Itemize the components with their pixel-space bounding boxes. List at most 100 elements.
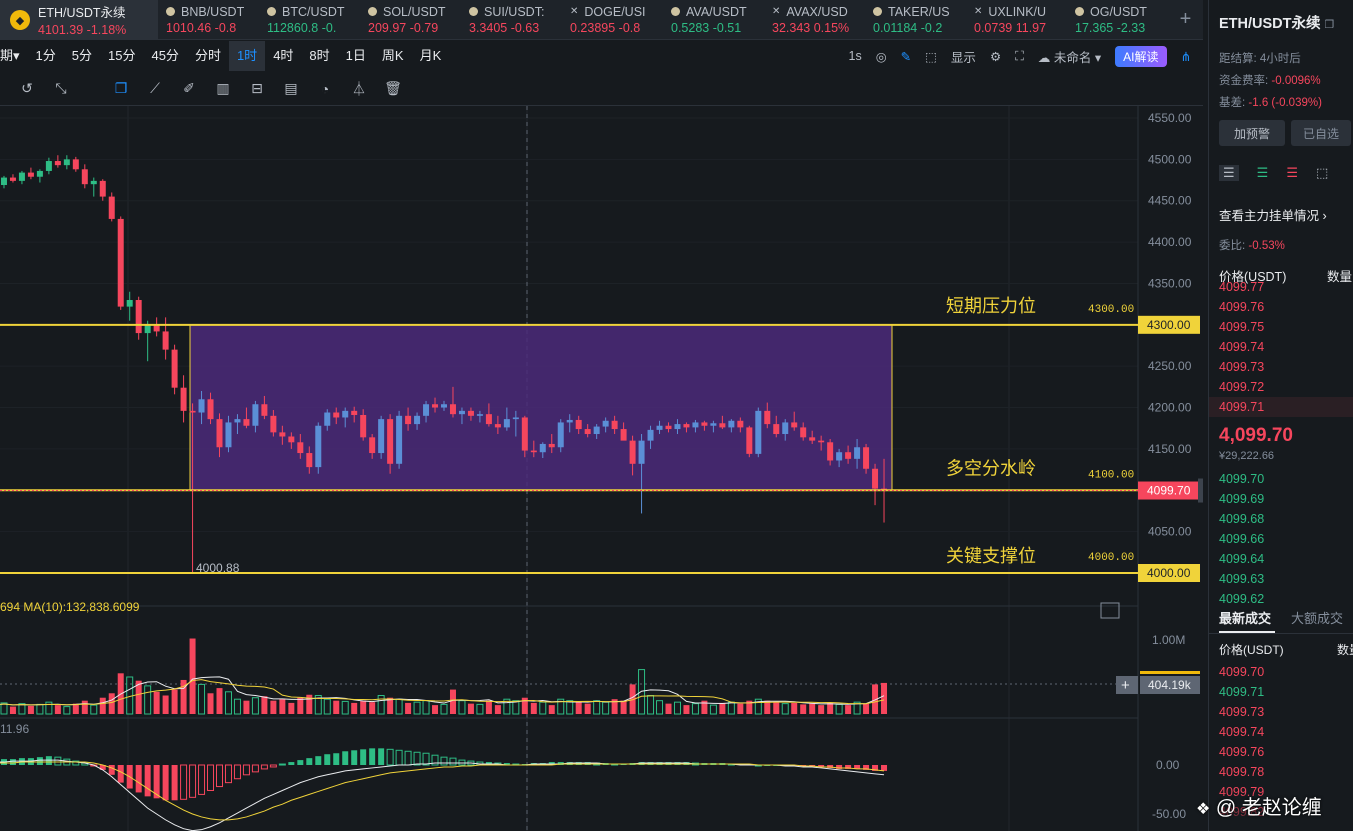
- note-icon[interactable]: ▤: [284, 80, 298, 96]
- timeframe-option[interactable]: 1时: [228, 41, 266, 71]
- filter-icon[interactable]: ⏃: [352, 80, 366, 97]
- bid-row[interactable]: 4099.69: [1219, 492, 1265, 506]
- volume-bar: [781, 703, 789, 715]
- ai-interpret-button[interactable]: AI解读: [1115, 45, 1167, 67]
- interval-selector[interactable]: 1s: [848, 49, 862, 63]
- axis-handle: [1198, 478, 1203, 503]
- cloud-layout-menu[interactable]: ☁ 未命名 ▾: [1037, 50, 1102, 65]
- timeframe-option[interactable]: 分时: [194, 48, 221, 63]
- timeframe-option[interactable]: 月K: [419, 48, 442, 63]
- bid-row[interactable]: 4099.63: [1219, 572, 1265, 586]
- ask-row[interactable]: 4099.75: [1219, 320, 1265, 334]
- pencil-icon[interactable]: ✎: [900, 49, 912, 64]
- trades-tabs: 最新成交 大额成交: [1209, 600, 1353, 634]
- watchlist-button[interactable]: 已自选: [1291, 120, 1351, 146]
- ticker-symbol: SOL/USDT: [383, 4, 446, 19]
- add-alert-button[interactable]: 加预警: [1219, 120, 1285, 146]
- orderbook-bids-icon[interactable]: ☰: [1256, 165, 1269, 180]
- lock-icon[interactable]: ⊟: [251, 80, 263, 96]
- eth-logo-icon: ◆: [10, 10, 30, 30]
- orderbook-settings-icon[interactable]: ⬚: [1315, 165, 1329, 180]
- volume-bar: [548, 705, 555, 714]
- ticker-tab[interactable]: ◆ ETH/USDT永续 4101.39 -1.18%: [0, 0, 158, 39]
- volume-bar: [593, 700, 601, 715]
- candle-body: [333, 412, 340, 418]
- bid-row[interactable]: 4099.64: [1219, 552, 1265, 566]
- volume-bar: [754, 698, 762, 715]
- orderbook-asks-icon[interactable]: ☰: [1286, 165, 1298, 180]
- volume-bar: [144, 685, 152, 715]
- ticker-tab[interactable]: ✕ AVAX/USD 32.343 0.15%: [764, 0, 865, 39]
- ask-row[interactable]: 4099.77: [1219, 280, 1265, 294]
- expand-icon[interactable]: ⬚: [925, 49, 937, 64]
- candle-tool-icon[interactable]: ▥: [216, 80, 230, 96]
- ticker-tab[interactable]: ✕ UXLINK/U 0.0739 11.97: [966, 0, 1067, 39]
- macd-bar: [180, 764, 188, 800]
- timeframe-option[interactable]: 5分: [71, 48, 92, 63]
- ratio-value: -0.53%: [1248, 240, 1285, 252]
- ticker-tab[interactable]: AVA/USDT 0.5283 -0.51: [663, 0, 764, 39]
- copy-icon[interactable]: ❐: [1324, 19, 1335, 31]
- camera-icon[interactable]: ◎: [875, 49, 887, 64]
- ask-row[interactable]: 4099.72: [1219, 380, 1265, 394]
- brush-icon[interactable]: ✐: [183, 80, 195, 96]
- candle-body: [566, 419, 573, 423]
- ticker-price: 209.97: [368, 20, 407, 35]
- fullscreen-icon[interactable]: ⛶: [1015, 48, 1024, 63]
- depth-link[interactable]: 查看主力挂单情况 ›: [1219, 209, 1327, 223]
- tab-latest-trades[interactable]: 最新成交: [1219, 611, 1272, 626]
- volume-bar: [54, 705, 61, 714]
- timeframe-option[interactable]: 8时: [309, 48, 330, 63]
- ticker-tab[interactable]: BNB/USDT 1010.46 -0.8: [158, 0, 259, 39]
- ratio-row: 委比: -0.53%: [1219, 237, 1285, 253]
- timeframe-option[interactable]: 1日: [345, 48, 366, 63]
- ticker-tab[interactable]: TAKER/US 0.01184 -0.2: [865, 0, 966, 39]
- orderbook-both-icon[interactable]: ☰: [1219, 165, 1239, 181]
- ask-row-best[interactable]: 4099.71: [1219, 400, 1265, 414]
- candle-body: [126, 300, 133, 307]
- timeframe-option[interactable]: 1分: [35, 48, 56, 63]
- display-menu[interactable]: 显示: [950, 50, 976, 65]
- ask-row[interactable]: 4099.76: [1219, 300, 1265, 314]
- share-icon[interactable]: ⋔: [1180, 49, 1191, 64]
- ask-row[interactable]: 4099.74: [1219, 340, 1265, 354]
- undo-icon[interactable]: ↺: [21, 80, 33, 96]
- volume-bar: [279, 699, 286, 714]
- ticker-tab[interactable]: SOL/USDT 209.97 -0.79: [360, 0, 461, 39]
- ticker-tab[interactable]: BTC/USDT 112860.8 -0.: [259, 0, 360, 39]
- tab-large-trades[interactable]: 大额成交: [1291, 611, 1344, 626]
- candle-body: [521, 417, 528, 451]
- candle-body: [108, 196, 115, 219]
- macd-bar: [413, 751, 421, 766]
- ticker-tab[interactable]: SUI/USDT: 3.3405 -0.63: [461, 0, 562, 39]
- ticker-tab[interactable]: ✕ DOGE/USI 0.23895 -0.8: [562, 0, 663, 39]
- bid-row[interactable]: 4099.70: [1219, 472, 1265, 486]
- watershed-label: 多空分水岭: [946, 458, 1036, 479]
- volume-bar: [270, 700, 277, 714]
- bid-row[interactable]: 4099.62: [1219, 592, 1265, 606]
- timeframe-option[interactable]: 期▾: [0, 48, 20, 63]
- bid-row[interactable]: 4099.68: [1219, 512, 1265, 526]
- candle-body: [369, 437, 376, 454]
- timeframe-option[interactable]: 周K: [381, 48, 404, 63]
- ticker-tab[interactable]: OG/USDT 17.365 -2.33: [1067, 0, 1168, 39]
- copy-icon[interactable]: ❐: [114, 80, 128, 96]
- bid-row[interactable]: 4099.66: [1219, 532, 1265, 546]
- ask-row[interactable]: 4099.73: [1219, 360, 1265, 374]
- ruler-icon[interactable]: ⟋: [150, 80, 160, 96]
- basis-value: -1.6 (-0.039%): [1248, 97, 1322, 109]
- trash-icon[interactable]: 🗑: [384, 80, 402, 96]
- measure-icon[interactable]: ⤡: [55, 80, 67, 96]
- add-tab-button[interactable]: +: [1179, 8, 1192, 30]
- volume-bar: [691, 703, 699, 715]
- magnet-icon[interactable]: ◔: [320, 80, 330, 97]
- gear-icon[interactable]: ⚙: [989, 49, 1002, 64]
- macd-bar: [269, 764, 277, 768]
- candle-body: [432, 404, 439, 408]
- macd-bar: [198, 764, 206, 795]
- timeframe-option[interactable]: 4时: [273, 48, 294, 63]
- timeframe-option[interactable]: 15分: [108, 48, 136, 63]
- candle-body: [261, 404, 268, 416]
- timeframe-option[interactable]: 45分: [151, 48, 179, 63]
